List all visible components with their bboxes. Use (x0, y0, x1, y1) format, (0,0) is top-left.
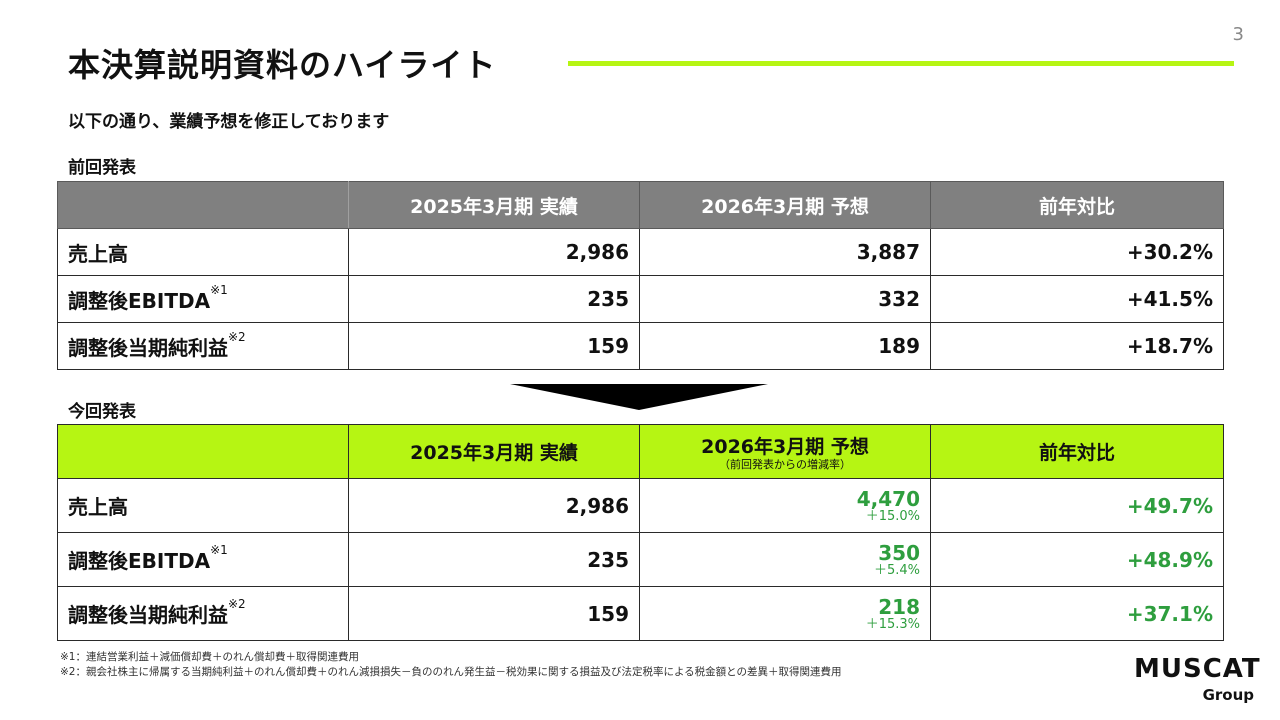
header-forecast: 2026年3月期 予想 (639, 181, 931, 229)
forecast-change: ＋15.3% (865, 616, 920, 632)
footnote-marker: ※1 (210, 543, 228, 557)
header-forecast-title: 2026年3月期 予想 (701, 436, 869, 458)
row-label-text: 調整後EBITDA (68, 288, 211, 313)
row-label: 調整後EBITDA※1 (57, 532, 349, 587)
row-label-text: 売上高 (68, 241, 128, 266)
header-yoy: 前年対比 (930, 181, 1224, 229)
yoy-value: +49.7% (930, 478, 1224, 533)
row-label: 売上高 (57, 228, 349, 276)
current-forecast-table: 2025年3月期 実績 2026年3月期 予想 （前回発表からの増減率） 前年対… (57, 424, 1224, 641)
table-header-row: 2025年3月期 実績 2026年3月期 予想 前年対比 (57, 181, 1224, 229)
footnotes: ※1：連結営業利益＋減価償却費＋のれん償却費＋取得関連費用 ※2：親会社株主に帰… (60, 650, 842, 680)
actual-value: 159 (348, 586, 640, 641)
footnote-marker: ※1 (210, 282, 228, 297)
title-underline (568, 61, 1234, 66)
header-yoy: 前年対比 (930, 424, 1224, 479)
actual-value: 235 (348, 532, 640, 587)
header-forecast-subtitle: （前回発表からの増減率） (719, 458, 851, 471)
page-subtitle: 以下の通り、業績予想を修正しております (68, 112, 390, 132)
row-label-text: 調整後当期純利益 (68, 603, 228, 627)
header-forecast: 2026年3月期 予想 （前回発表からの増減率） (639, 424, 931, 479)
yoy-value: +37.1% (930, 586, 1224, 641)
row-label: 調整後当期純利益※2 (57, 586, 349, 641)
table-row: 調整後EBITDA※1 235 332 +41.5% (57, 275, 1224, 323)
yoy-value: +48.9% (930, 532, 1224, 587)
forecast-value: 350 (878, 540, 920, 565)
table-header-row: 2025年3月期 実績 2026年3月期 予想 （前回発表からの増減率） 前年対… (57, 424, 1224, 479)
row-label-text: 調整後EBITDA (68, 549, 211, 573)
footnote-marker: ※2 (228, 329, 246, 344)
forecast-value: 332 (639, 275, 931, 323)
page-number: 3 (1232, 24, 1244, 45)
forecast-value: 3,887 (639, 228, 931, 276)
row-label-text: 調整後当期純利益 (68, 335, 228, 360)
previous-forecast-table: 2025年3月期 実績 2026年3月期 予想 前年対比 売上高 2,986 3… (57, 181, 1224, 370)
forecast-cell: 4,470 ＋15.0% (639, 478, 931, 533)
table-row: 売上高 2,986 3,887 +30.2% (57, 228, 1224, 276)
table-row: 調整後EBITDA※1 235 350 ＋5.4% +48.9% (57, 532, 1224, 587)
header-actual: 2025年3月期 実績 (348, 181, 640, 229)
table-row: 調整後当期純利益※2 159 218 ＋15.3% +37.1% (57, 586, 1224, 641)
yoy-value: +41.5% (930, 275, 1224, 323)
forecast-change: ＋5.4% (873, 562, 920, 578)
table-row: 調整後当期純利益※2 159 189 +18.7% (57, 322, 1224, 370)
forecast-value: 4,470 (856, 486, 920, 511)
actual-value: 2,986 (348, 478, 640, 533)
row-label-text: 売上高 (68, 495, 128, 519)
forecast-cell: 350 ＋5.4% (639, 532, 931, 587)
footnote-marker: ※2 (228, 597, 246, 611)
table-row: 売上高 2,986 4,470 ＋15.0% +49.7% (57, 478, 1224, 533)
row-label: 調整後当期純利益※2 (57, 322, 349, 370)
company-logo: MUSCAT Group (1134, 654, 1264, 706)
row-label: 調整後EBITDA※1 (57, 275, 349, 323)
forecast-change: ＋15.0% (865, 508, 920, 524)
page-title: 本決算説明資料のハイライト (68, 46, 497, 84)
current-section-label: 今回発表 (68, 402, 136, 422)
previous-section-label: 前回発表 (68, 158, 136, 178)
yoy-value: +30.2% (930, 228, 1224, 276)
logo-subtext: Group (1202, 686, 1254, 704)
header-actual: 2025年3月期 実績 (348, 424, 640, 479)
actual-value: 2,986 (348, 228, 640, 276)
footnote-1: ※1：連結営業利益＋減価償却費＋のれん償却費＋取得関連費用 (60, 651, 359, 663)
row-label: 売上高 (57, 478, 349, 533)
footnote-2: ※2：親会社株主に帰属する当期純利益＋のれん償却費＋のれん減損損失－負ののれん発… (60, 666, 842, 678)
yoy-value: +18.7% (930, 322, 1224, 370)
forecast-value: 218 (878, 594, 920, 619)
header-empty (57, 424, 349, 479)
logo-wordmark: MUSCAT (1134, 654, 1261, 684)
actual-value: 159 (348, 322, 640, 370)
actual-value: 235 (348, 275, 640, 323)
forecast-value: 189 (639, 322, 931, 370)
forecast-cell: 218 ＋15.3% (639, 586, 931, 641)
down-arrow-icon (510, 384, 768, 410)
header-empty (57, 181, 349, 229)
